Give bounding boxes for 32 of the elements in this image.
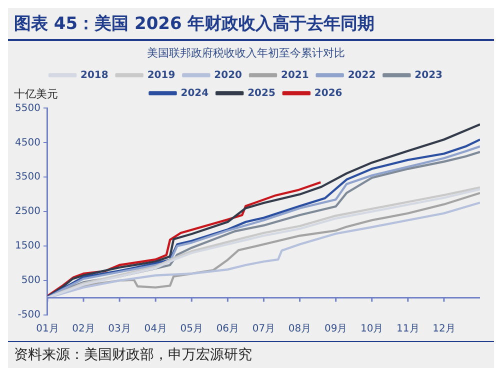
x-tick-label: 06月	[216, 324, 240, 335]
legend-label: 2023	[414, 70, 443, 81]
x-tick-label: 09月	[324, 324, 348, 335]
x-tick-label: 01月	[36, 324, 59, 335]
legend-label: 2026	[314, 88, 342, 99]
legend-label: 2019	[147, 70, 176, 81]
x-tick-label: 11月	[396, 324, 420, 335]
legend-label: 2025	[248, 88, 276, 99]
chart-subtitle: 美国联邦政府税收收入年初至今累计对比	[147, 46, 345, 60]
x-tick-label: 04月	[144, 324, 167, 335]
x-tick-label: 03月	[108, 324, 131, 335]
y-tick-label: 2500	[14, 206, 40, 218]
y-axis-title: 十亿美元	[14, 88, 58, 101]
y-tick-label: 4500	[14, 137, 40, 148]
y-tick-label: -500	[18, 310, 40, 321]
x-tick-label: 10月	[360, 324, 384, 335]
y-tick-label: 500	[21, 275, 40, 286]
x-tick-label: 08月	[288, 324, 312, 335]
legend-label: 2024	[180, 88, 209, 99]
y-tick-label: 1500	[14, 240, 40, 252]
y-tick-label: 5500	[14, 102, 40, 114]
legend-label: 2021	[281, 70, 309, 81]
x-tick-label: 07月	[252, 324, 276, 335]
legend-label: 2022	[348, 70, 376, 81]
x-tick-label: 05月	[180, 324, 203, 335]
legend-label: 2020	[214, 70, 242, 81]
chart-title: 图表 45：美国 2026 年财政收入高于去年同期	[8, 8, 494, 41]
y-tick-label: 3500	[14, 172, 40, 183]
x-tick-label: 02月	[72, 324, 95, 335]
text: 资料来源：美国财政部，申万宏源研究	[8, 341, 494, 368]
legend-label: 2018	[80, 70, 108, 81]
x-tick-label: 12月	[432, 324, 456, 335]
